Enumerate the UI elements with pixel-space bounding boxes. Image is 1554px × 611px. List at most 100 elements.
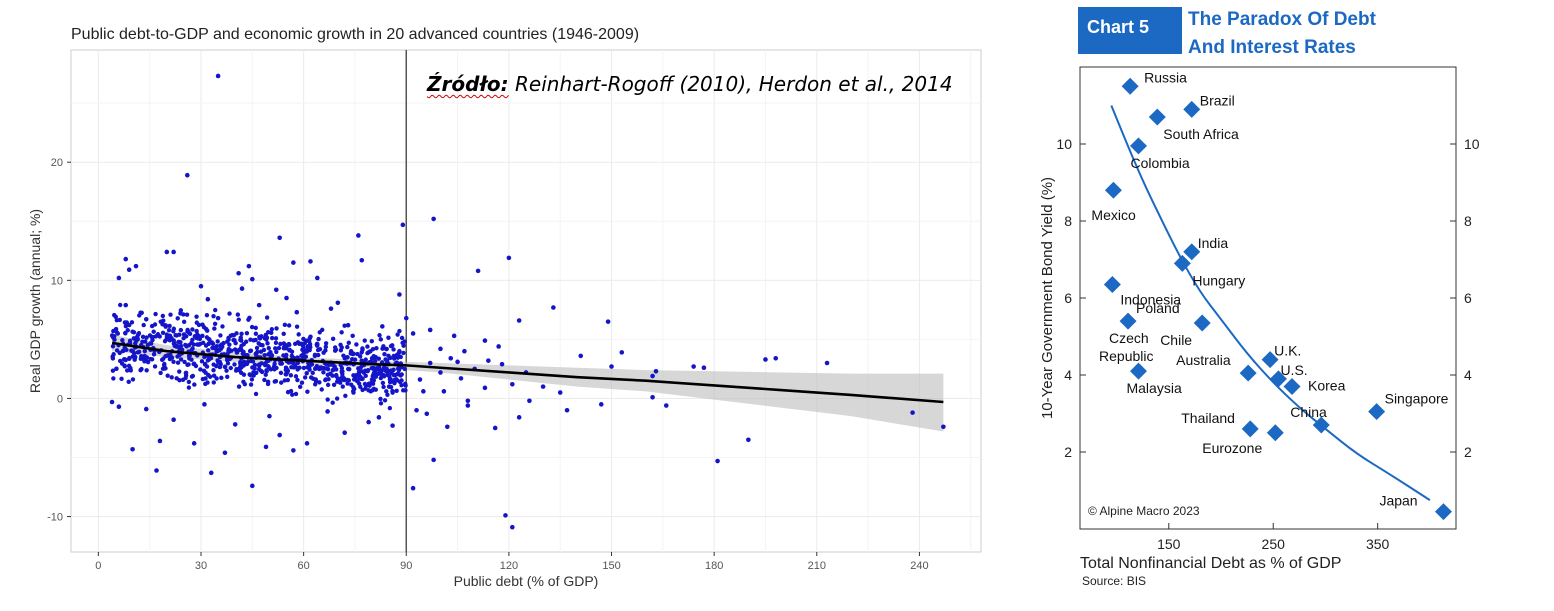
country-marker [1121,77,1139,95]
scatter-point [242,381,248,387]
scatter-point [203,370,208,375]
scatter-point [462,348,467,354]
scatter-point [387,405,393,411]
scatter-point [355,351,360,357]
scatter-point [262,362,268,368]
scatter-point [323,344,329,350]
scatter-point [417,377,423,382]
scatter-point [189,348,194,353]
scatter-point [486,358,491,363]
scatter-point [421,389,426,394]
scatter-point [211,313,216,319]
scatter-point [315,341,320,347]
scatter-point [291,448,296,453]
scatter-point [236,317,241,322]
scatter-point [144,355,150,360]
scatter-point [482,385,488,391]
scatter-point [361,370,367,375]
scatter-point [294,324,300,329]
scatter-point [352,386,357,392]
scatter-point [189,340,194,346]
country-label: Brazil [1200,92,1235,108]
scatter-point [317,346,323,352]
scatter-point [441,389,447,394]
scatter-point [129,320,135,325]
scatter-point [264,368,269,373]
scatter-point [206,348,211,353]
scatter-point [313,377,318,382]
scatter-point [390,390,395,395]
right-source-label: Source: BIS [1082,574,1146,588]
scatter-point [378,337,384,342]
scatter-point [410,485,416,491]
scatter-point [380,380,386,386]
scatter-point [265,330,271,335]
scatter-point [116,275,122,281]
scatter-point [202,362,208,367]
scatter-point [346,340,351,345]
scatter-point [605,319,611,324]
x-tick-label: 90 [400,560,412,572]
scatter-point [316,336,321,342]
scatter-point [111,376,116,381]
scatter-point [510,381,515,387]
scatter-point [265,381,271,387]
country-marker [1103,276,1121,294]
scatter-point [359,358,364,363]
scatter-point [191,441,197,446]
scatter-point [185,172,190,178]
scatter-point [371,386,377,392]
scatter-point [305,389,310,394]
scatter-point [564,407,570,413]
scatter-point [148,341,153,346]
scatter-point [304,338,309,343]
scatter-point [110,344,116,349]
scatter-point [540,384,546,389]
scatter-point [384,389,389,394]
scatter-point [941,424,946,430]
scatter-point [369,338,375,344]
scatter-point [824,360,830,366]
scatter-point [246,317,251,322]
scatter-point [380,346,385,351]
scatter-point [386,384,392,389]
scatter-point [269,327,275,332]
scatter-point [715,458,720,464]
scatter-point [167,356,173,361]
scatter-point [171,329,176,334]
scatter-point [438,346,443,352]
scatter-point [516,318,522,323]
scatter-point [185,327,190,333]
scatter-point [110,334,116,340]
scatter-point [147,333,153,338]
scatter-point [130,329,135,334]
scatter-point [395,378,400,383]
scatter-point [186,362,191,367]
chart-badge [1078,7,1182,54]
scatter-point [445,424,450,430]
scatter-point [160,330,166,336]
scatter-point [506,255,512,261]
scatter-point [386,335,391,340]
scatter-point [122,363,127,368]
scatter-point [357,375,363,381]
scatter-point [222,450,228,456]
trend-line [111,341,944,404]
scatter-point [264,315,270,320]
scatter-point [192,382,197,387]
scatter-point [342,356,347,361]
scatter-point [286,323,292,328]
scatter-point [123,331,128,336]
scatter-point [248,337,253,342]
scatter-point [160,313,166,319]
scatter-point [307,347,312,353]
scatter-point [557,390,563,395]
scatter-point [365,368,370,374]
scatter-point [305,365,310,370]
scatter-point [136,332,141,337]
y-tick-label-right: 8 [1464,213,1472,229]
scatter-point [295,366,301,371]
scatter-point [284,295,289,301]
scatter-point [323,341,329,346]
scatter-point [163,323,169,328]
